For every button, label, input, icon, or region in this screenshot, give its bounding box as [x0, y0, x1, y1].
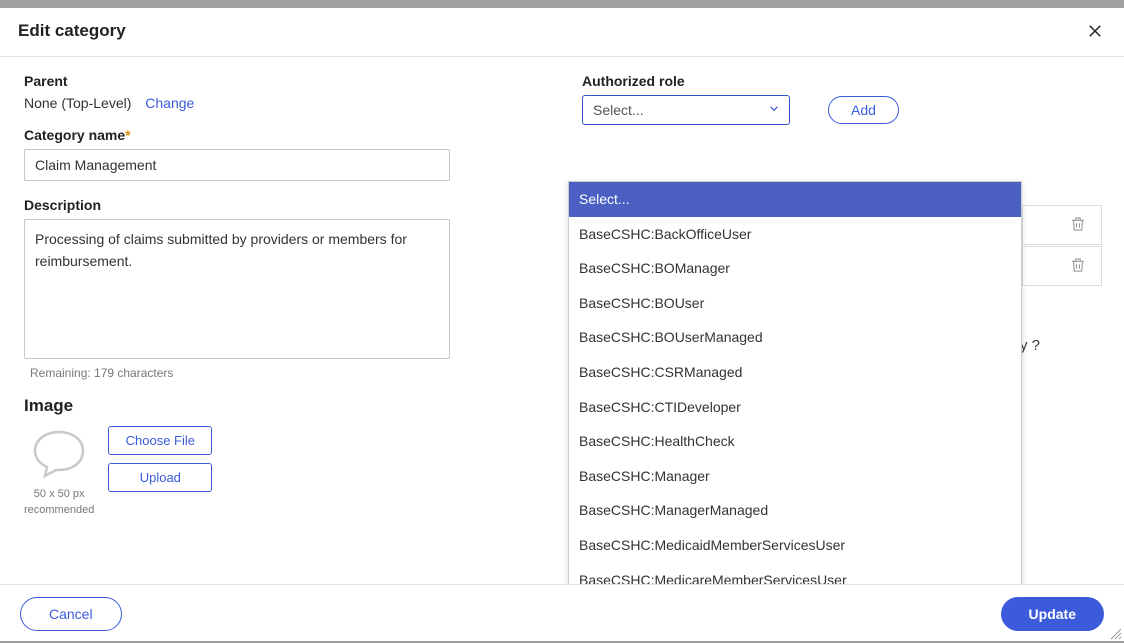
category-name-field: Category name* — [24, 127, 542, 181]
dropdown-item[interactable]: BaseCSHC:Manager — [569, 459, 1021, 494]
trash-icon[interactable] — [1069, 255, 1087, 278]
dropdown-item-select[interactable]: Select... — [569, 182, 1021, 217]
image-section: Image 50 x 50 px recommended Choose File… — [24, 396, 542, 518]
close-button[interactable] — [1084, 20, 1106, 42]
chevron-down-icon — [767, 102, 781, 119]
role-dropdown-list[interactable]: Select... BaseCSHC:BackOfficeUserBaseCSH… — [568, 181, 1022, 584]
left-column: Parent None (Top-Level) Change Category … — [24, 73, 542, 584]
dropdown-item[interactable]: BaseCSHC:BOManager — [569, 251, 1021, 286]
dropdown-item[interactable]: BaseCSHC:ManagerManaged — [569, 493, 1021, 528]
add-button[interactable]: Add — [828, 96, 899, 124]
role-select-value: Select... — [593, 102, 644, 118]
authorized-role-label: Authorized role — [582, 73, 1100, 89]
dialog-footer: Cancel Update — [0, 584, 1124, 641]
speech-bubble-icon — [31, 426, 87, 482]
dialog-title: Edit category — [18, 21, 126, 41]
close-icon — [1086, 22, 1104, 40]
dropdown-item[interactable]: BaseCSHC:MedicareMemberServicesUser — [569, 563, 1021, 584]
category-name-label: Category name* — [24, 127, 542, 143]
dialog-body: y ? Parent None (Top-Level) Change Categ… — [0, 57, 1124, 584]
image-hint-line2: recommended — [24, 503, 94, 517]
dropdown-item[interactable]: BaseCSHC:CSRManaged — [569, 355, 1021, 390]
dropdown-item[interactable]: BaseCSHC:BOUser — [569, 286, 1021, 321]
description-field: Description Remaining: 179 characters — [24, 197, 542, 380]
dropdown-item[interactable]: BaseCSHC:BOUserManaged — [569, 320, 1021, 355]
table-row — [1022, 246, 1102, 286]
change-link[interactable]: Change — [145, 95, 194, 111]
parent-field: Parent None (Top-Level) Change — [24, 73, 542, 111]
dialog-header: Edit category — [0, 8, 1124, 57]
table-row — [1022, 205, 1102, 245]
dropdown-item[interactable]: BaseCSHC:HealthCheck — [569, 424, 1021, 459]
edit-category-dialog: Edit category y ? Parent None (Top-Level… — [0, 8, 1124, 641]
trash-icon[interactable] — [1069, 214, 1087, 237]
choose-file-button[interactable]: Choose File — [108, 426, 212, 455]
background-text-fragment: y ? — [1020, 337, 1040, 354]
description-textarea[interactable] — [24, 219, 450, 359]
char-counter: Remaining: 179 characters — [30, 366, 542, 380]
parent-value: None (Top-Level) — [24, 95, 131, 111]
dropdown-item[interactable]: BaseCSHC:MedicaidMemberServicesUser — [569, 528, 1021, 563]
description-label: Description — [24, 197, 542, 213]
category-name-input[interactable] — [24, 149, 450, 181]
role-row: Select... Add — [582, 95, 1100, 125]
resize-handle-icon[interactable] — [1110, 627, 1122, 639]
image-buttons: Choose File Upload — [108, 426, 212, 500]
role-select[interactable]: Select... — [582, 95, 790, 125]
parent-label: Parent — [24, 73, 542, 89]
image-placeholder: 50 x 50 px recommended — [24, 426, 94, 518]
required-star-icon: * — [125, 127, 130, 143]
cancel-button[interactable]: Cancel — [20, 597, 122, 631]
dropdown-item[interactable]: BaseCSHC:CTIDeveloper — [569, 390, 1021, 425]
dropdown-item[interactable]: BaseCSHC:BackOfficeUser — [569, 217, 1021, 252]
upload-button[interactable]: Upload — [108, 463, 212, 492]
image-label: Image — [24, 396, 542, 416]
update-button[interactable]: Update — [1001, 597, 1104, 631]
image-row: 50 x 50 px recommended Choose File Uploa… — [24, 426, 542, 518]
image-hint-line1: 50 x 50 px — [24, 487, 94, 501]
